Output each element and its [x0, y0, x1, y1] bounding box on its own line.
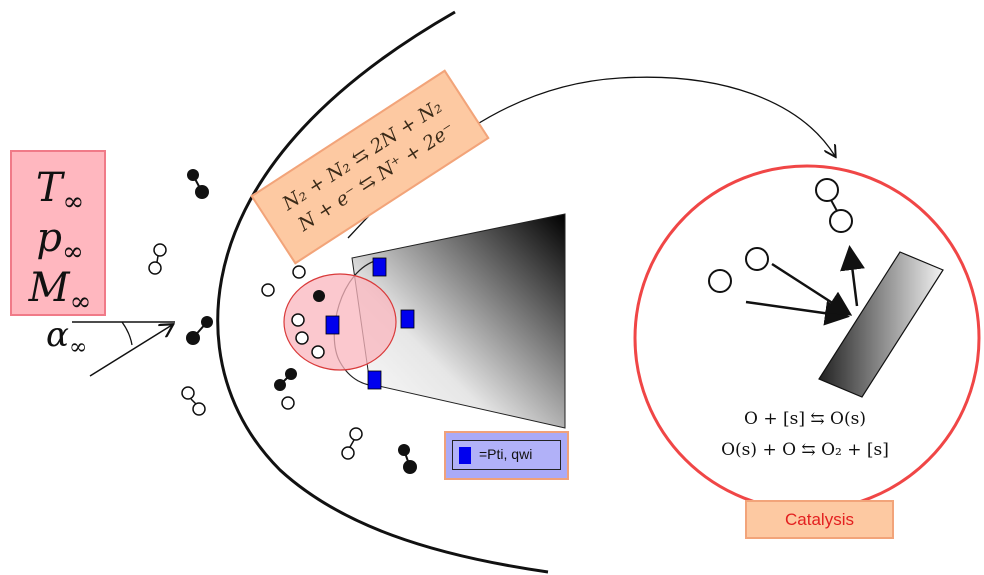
freestream-pressure: p∞ [36, 215, 84, 267]
oxygen-molecule [815, 178, 853, 233]
sensor-legend-frame: =Pti, qwi [452, 440, 561, 470]
stagnation-region [283, 273, 397, 371]
catalysis-label-box: Catalysis [745, 500, 894, 539]
catalysis-label: Catalysis [785, 510, 854, 529]
angle-of-attack-label: α∞ [46, 315, 88, 360]
sensor-legend: =Pti, qwi [444, 431, 569, 480]
freestream-temperature: T∞ [35, 165, 85, 217]
desorption-arrow [840, 245, 865, 307]
oxygen-atom [745, 247, 769, 271]
molecule-open-pair [148, 243, 167, 275]
adsorption-arrow [745, 300, 850, 326]
sensor-bottom [367, 370, 382, 390]
shock-wave [216, 10, 549, 574]
atom-open [311, 345, 325, 359]
adsorption-arrow [771, 262, 853, 316]
molecule-open-pair [281, 396, 295, 410]
molecule-filled-pair [274, 368, 297, 391]
molecule-filled-pair [186, 316, 213, 345]
atom-open [292, 265, 306, 279]
oxygen-atom [708, 269, 732, 293]
molecule-open-pair [341, 427, 363, 460]
atom-filled [313, 290, 325, 302]
catalysis-adsorption-equation: O + [s] ⇆ O(s) [744, 409, 866, 429]
sensor-legend-swatch [459, 447, 471, 464]
sensor-nose [325, 315, 340, 335]
molecule-filled-pair [398, 444, 417, 474]
atom-open [261, 283, 275, 297]
freestream-velocity-arrow [89, 325, 172, 377]
catalytic-surface [818, 251, 944, 398]
atom-open [295, 331, 309, 345]
freestream-conditions-box: T∞ p∞ M∞ [10, 150, 106, 316]
catalysis-recombination-equation: O(s) + O ⇆ O₂ + [s] [721, 440, 889, 460]
sensor-top [372, 257, 387, 277]
angle-arc [121, 321, 133, 346]
sensor-legend-label: =Pti, qwi [479, 446, 533, 462]
molecule-filled-pair [187, 169, 209, 199]
molecule-open-pair [181, 386, 206, 416]
sensor-mid [400, 309, 415, 329]
freestream-mach: M∞ [28, 265, 92, 317]
atom-open [291, 313, 305, 327]
